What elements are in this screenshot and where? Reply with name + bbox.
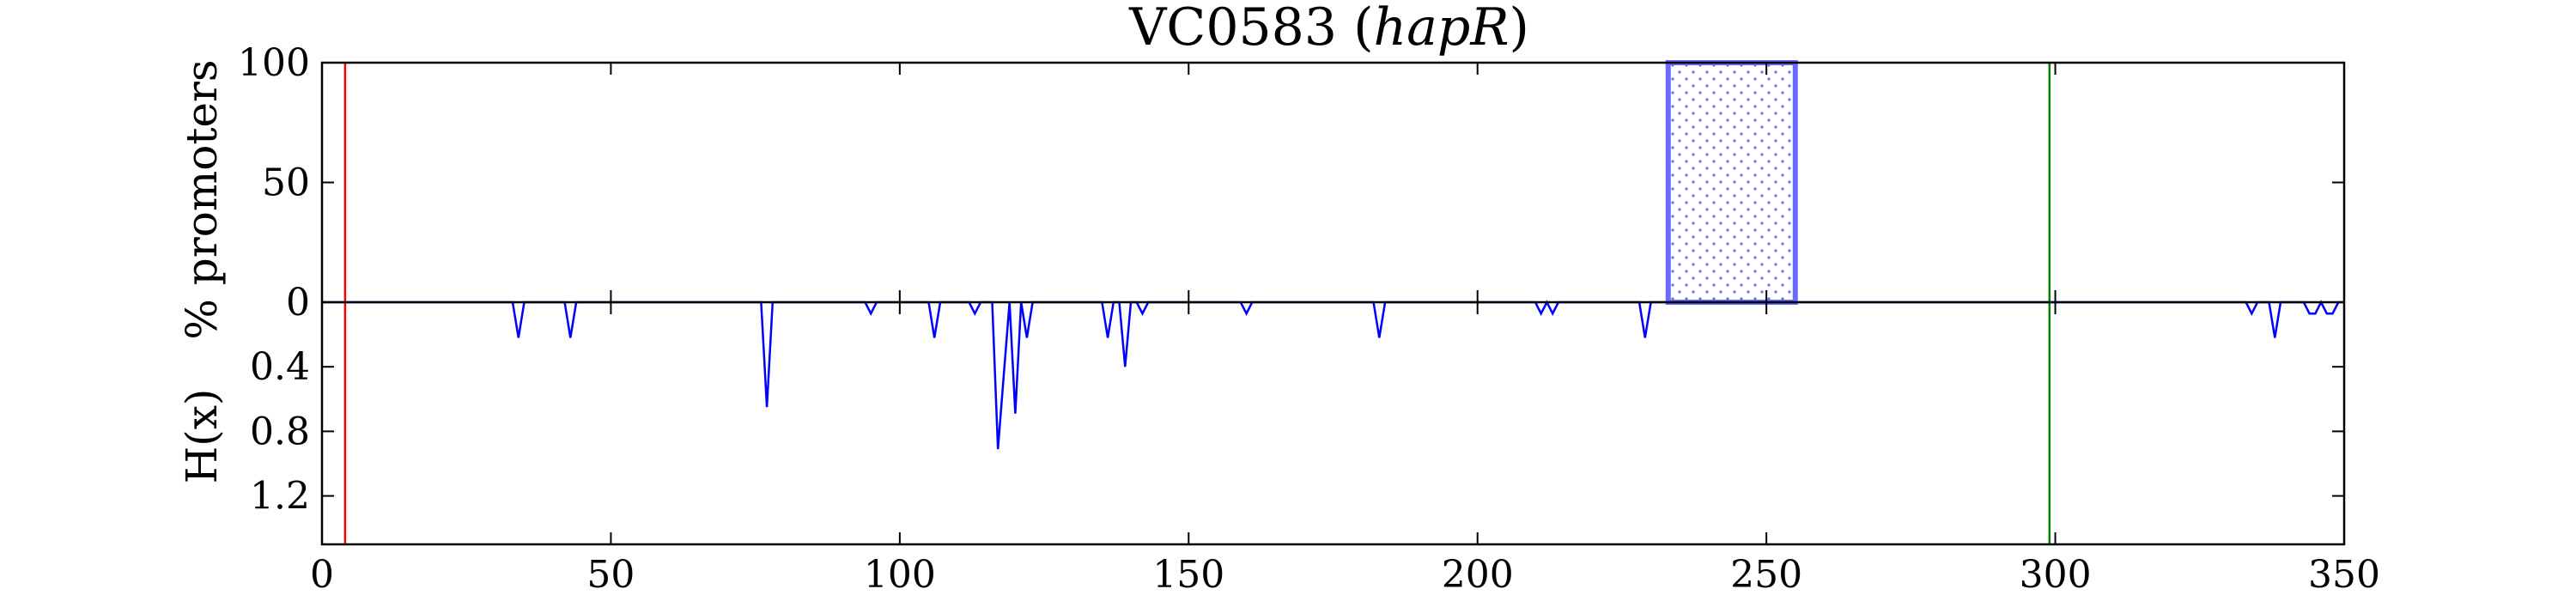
top-y-tick-label: 0 xyxy=(286,281,310,325)
tick-label-layer: 0 50 100 150 200 250 300 350 0 50 100 0.4 0.8 1.2 xyxy=(238,41,2380,597)
chart-title-close: ) xyxy=(1510,0,1529,58)
top-y-axis-label: % promoters xyxy=(177,59,227,339)
x-tick-label: 100 xyxy=(864,553,936,597)
chart-title-main: VC0583 ( xyxy=(1128,0,1373,58)
bottom-y-tick-label: 0.4 xyxy=(250,345,310,389)
promoter-box-layer xyxy=(1665,60,1798,305)
x-tick-label: 50 xyxy=(586,553,635,597)
chart-title: VC0583 (hapR) xyxy=(1128,0,1529,58)
plot-frame xyxy=(320,61,2346,546)
top-y-tick-label: 50 xyxy=(262,161,310,205)
x-tick-label: 250 xyxy=(1730,553,1802,597)
top-y-tick-label: 100 xyxy=(238,41,310,85)
x-tick-label: 300 xyxy=(2020,553,2092,597)
bottom-y-tick-label: 1.2 xyxy=(250,475,310,519)
tick-layer xyxy=(321,62,2345,544)
x-tick-label: 0 xyxy=(310,553,334,597)
promoter-box xyxy=(1665,60,1798,305)
bottom-y-tick-label: 0.8 xyxy=(250,410,310,453)
entropy-series-line xyxy=(322,300,2344,450)
x-tick-label: 150 xyxy=(1152,553,1224,597)
vline-layer xyxy=(343,63,2051,544)
bottom-y-axis-label: H(x) xyxy=(177,389,227,484)
chart-title-gene: hapR xyxy=(1374,0,1510,58)
entropy-line-layer xyxy=(322,300,2344,450)
x-tick-label: 200 xyxy=(1442,553,1514,597)
x-tick-label: 350 xyxy=(2308,553,2380,597)
